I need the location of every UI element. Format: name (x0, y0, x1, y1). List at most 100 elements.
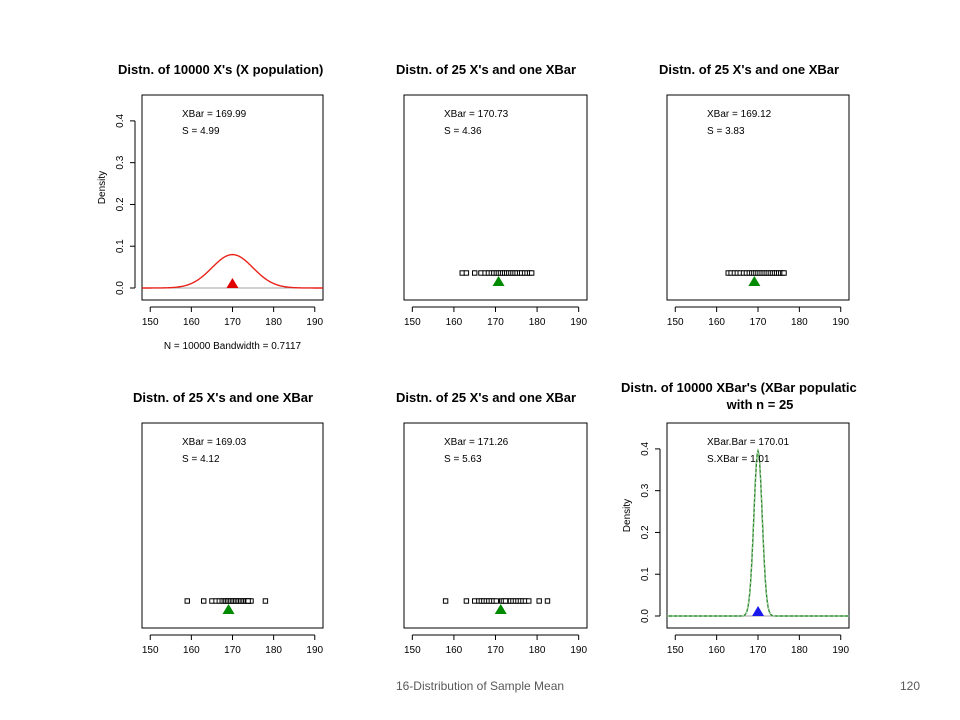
x-tick-label: 180 (265, 317, 282, 328)
y-axis-label: Density (97, 171, 108, 204)
x-tick-label: 190 (570, 645, 587, 656)
chart-title: Distn. of 25 X's and one XBar (396, 390, 576, 405)
y-tick-label: 0.2 (115, 197, 126, 211)
data-point (201, 598, 207, 604)
chart-title: Distn. of 10000 X's (X population) (118, 62, 323, 77)
plot-frame (403, 422, 588, 629)
footer-title: 16-Distribution of Sample Mean (395, 679, 565, 693)
y-tick-label: 0.4 (115, 114, 126, 128)
chart-panel-3: Distn. of 25 X's and one XBar 150 160 170 18… (659, 62, 850, 328)
x-tick-label: 160 (708, 645, 725, 656)
data-point (493, 598, 500, 604)
x-tick-label: 150 (404, 317, 421, 328)
x-tick-label: 170 (487, 645, 504, 656)
chart-title: Distn. of 25 X's and one XBar (133, 390, 313, 405)
data-point (526, 598, 532, 604)
plot-frame (141, 422, 324, 629)
mean-marker (222, 604, 235, 614)
density-curve-overlay (667, 449, 849, 617)
data-point (502, 598, 509, 604)
x-tick-label: 180 (791, 645, 808, 656)
x-tick-label: 180 (529, 645, 546, 656)
stat-annotation: S = 4.12 (182, 454, 220, 465)
y-tick-label: 0.0 (640, 609, 651, 623)
plot-frame (141, 94, 324, 301)
data-point (463, 598, 470, 604)
plot-frame (403, 94, 588, 301)
stat-annotation: XBar.Bar = 170.01 (707, 437, 789, 448)
stat-annotation: S = 5.63 (444, 454, 482, 465)
x-tick-label: 190 (832, 317, 849, 328)
data-point (781, 270, 787, 276)
data-point (463, 270, 470, 276)
x-tick-label: 190 (570, 317, 587, 328)
x-tick-label: 160 (446, 317, 463, 328)
plot-frame (666, 422, 850, 629)
data-point (528, 270, 535, 276)
data-point (262, 598, 269, 604)
x-tick-label: 170 (750, 317, 767, 328)
stat-annotation: XBar = 169.99 (182, 109, 247, 120)
mean-marker (752, 606, 765, 616)
chart-title: Distn. of 25 X's and one XBar (659, 62, 839, 77)
data-point (536, 598, 542, 604)
x-tick-label: 150 (667, 317, 684, 328)
mean-marker (492, 276, 505, 286)
x-tick-label: 180 (529, 317, 546, 328)
x-tick-label: 150 (667, 645, 684, 656)
y-tick-label: 0.0 (115, 281, 126, 295)
x-tick-label: 180 (791, 317, 808, 328)
stat-annotation: S = 4.99 (182, 126, 220, 137)
mean-marker (748, 276, 761, 286)
chart-panel-5: Distn. of 25 X's and one XBar 150 160 170 18… (396, 390, 588, 656)
x-tick-label: 160 (183, 645, 200, 656)
x-tick-label: 170 (487, 317, 504, 328)
y-tick-label: 0.1 (640, 567, 651, 581)
stat-annotation: XBar = 169.03 (182, 437, 247, 448)
page-number: 120 (899, 679, 920, 693)
x-tick-label: 170 (224, 645, 241, 656)
density-curve (142, 253, 323, 289)
chart-panel-6: Distn. of 10000 XBar's (XBar populatic wi… (621, 380, 857, 656)
x-tick-label: 150 (142, 645, 159, 656)
stat-annotation: S = 4.36 (444, 126, 482, 137)
stat-annotation: S = 3.83 (707, 126, 745, 137)
x-tick-label: 160 (708, 317, 725, 328)
y-tick-label: 0.1 (115, 239, 126, 253)
x-tick-label: 170 (750, 645, 767, 656)
x-tick-label: 150 (404, 645, 421, 656)
mean-marker (494, 604, 507, 614)
y-tick-label: 0.3 (115, 155, 126, 169)
y-tick-label: 0.4 (640, 442, 651, 456)
chart-title: Distn. of 25 X's and one XBar (396, 62, 576, 77)
stat-annotation: XBar = 171.26 (444, 437, 509, 448)
data-point (472, 270, 478, 276)
x-tick-label: 190 (832, 645, 849, 656)
chart-panel-1: Distn. of 10000 X's (X population) 150 160… (97, 62, 324, 352)
data-point (184, 598, 190, 604)
density-curve (667, 448, 849, 617)
data-point (544, 598, 551, 604)
x-tick-label: 190 (306, 645, 323, 656)
y-axis-label: Density (622, 499, 633, 532)
x-tick-label: 190 (306, 317, 323, 328)
x-tick-label: 180 (265, 645, 282, 656)
x-axis-label: N = 10000 Bandwidth = 0.7117 (164, 341, 302, 352)
plot-frame (666, 94, 850, 301)
data-point (245, 598, 251, 604)
chart-panel-2: Distn. of 25 X's and one XBar 150 160 170 18… (396, 62, 588, 328)
y-tick-label: 0.2 (640, 525, 651, 539)
stat-annotation: XBar = 170.73 (444, 109, 509, 120)
y-tick-label: 0.3 (640, 483, 651, 497)
x-tick-label: 170 (224, 317, 241, 328)
chart-panel-4: Distn. of 25 X's and one XBar 150 160 170 18… (133, 390, 324, 656)
data-point (442, 598, 449, 604)
mean-marker (226, 278, 239, 288)
chart-subtitle: with n = 25 (726, 397, 794, 412)
x-tick-label: 160 (446, 645, 463, 656)
x-tick-label: 150 (142, 317, 159, 328)
x-tick-label: 160 (183, 317, 200, 328)
chart-title: Distn. of 10000 XBar's (XBar populatic (621, 380, 857, 395)
stat-annotation: S.XBar = 1.01 (707, 454, 770, 465)
